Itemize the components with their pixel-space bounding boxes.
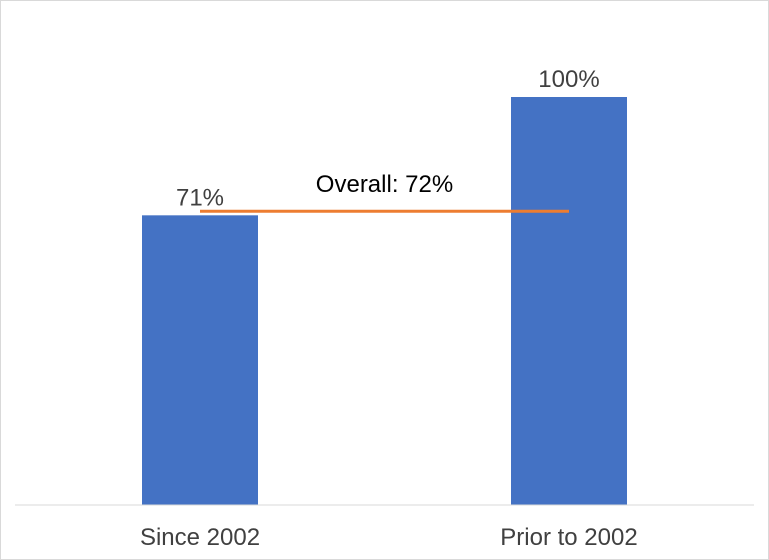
x-tick-label-1: Prior to 2002 bbox=[500, 524, 637, 551]
data-label-0: 71% bbox=[176, 184, 224, 211]
overall-annotation: Overall: 72% bbox=[316, 171, 453, 198]
x-tick-labels-group: Since 2002 Prior to 2002 bbox=[140, 524, 638, 551]
x-tick-label-0: Since 2002 bbox=[140, 524, 260, 551]
bar-0 bbox=[142, 215, 258, 505]
data-label-1: 100% bbox=[538, 66, 599, 93]
data-labels-group: 71% 100% bbox=[176, 66, 600, 211]
bars-group bbox=[142, 97, 627, 505]
bar-1 bbox=[511, 97, 627, 505]
